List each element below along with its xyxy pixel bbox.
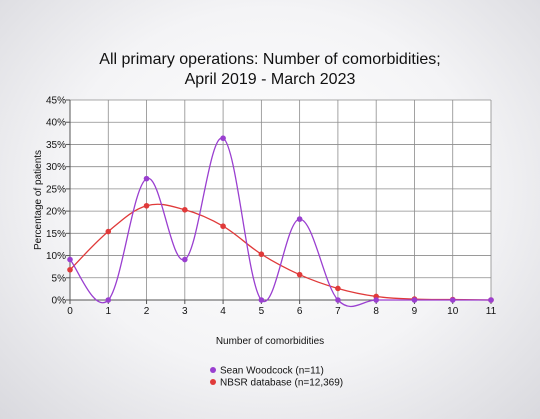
x-tick-label: 8 <box>373 306 379 317</box>
y-tick-label: 35% <box>46 140 66 151</box>
y-tick-label: 30% <box>46 162 66 173</box>
legend: Sean Woodcock (n=11)NBSR database (n=12,… <box>210 366 343 389</box>
y-tick-label: 15% <box>46 229 66 240</box>
x-tick-label: 3 <box>182 306 188 317</box>
x-tick-label: 5 <box>259 306 265 317</box>
y-tick-label: 10% <box>46 251 66 262</box>
series-line-1 <box>69 137 491 308</box>
data-point <box>67 266 73 273</box>
data-point <box>373 297 379 303</box>
data-point <box>105 297 112 303</box>
data-point <box>143 175 150 182</box>
data-point <box>182 206 188 213</box>
title-line-1: All primary operations: Number of comorb… <box>99 51 440 68</box>
data-point <box>296 271 303 278</box>
data-point <box>411 297 418 303</box>
legend-marker-2 <box>210 379 216 385</box>
data-point <box>143 202 150 209</box>
data-point <box>335 297 341 303</box>
x-tick-label: 6 <box>297 306 303 317</box>
x-tick-label: 9 <box>412 306 418 317</box>
y-tick-labels: 0% 5% 10% 15% 20% 25% 30% 35% 40% 45% <box>46 96 70 307</box>
x-tick-label: 10 <box>447 306 459 317</box>
x-tick-labels: 0 1 2 3 4 5 6 7 8 9 10 11 <box>67 300 497 317</box>
y-tick-label: 20% <box>46 207 66 218</box>
data-point <box>296 216 303 222</box>
data-point <box>258 297 265 303</box>
x-tick-label: 7 <box>335 306 341 317</box>
data-point <box>67 256 73 263</box>
plot-area <box>70 100 491 300</box>
data-point <box>182 256 188 263</box>
data-point <box>488 297 494 303</box>
data-point <box>105 228 112 235</box>
x-tick-label: 2 <box>144 306 150 317</box>
y-axis-label: Percentage of patients <box>33 150 44 250</box>
chart-title: All primary operations: Number of comorb… <box>99 51 440 88</box>
series-lines <box>67 135 494 308</box>
legend-entry-1: Sean Woodcock (n=11) <box>220 366 324 377</box>
data-point <box>335 285 341 292</box>
legend-entry-2: NBSR database (n=12,369) <box>220 378 343 389</box>
data-point <box>220 135 226 142</box>
x-axis-label: Number of comorbidities <box>216 336 324 347</box>
data-point <box>449 297 456 303</box>
y-tick-label: 5% <box>52 273 67 284</box>
x-tick-label: 11 <box>486 306 497 317</box>
y-tick-label: 40% <box>46 118 66 129</box>
y-tick-label: 45% <box>46 96 66 107</box>
y-tick-label: 25% <box>46 184 66 195</box>
x-tick-label: 1 <box>105 306 111 317</box>
x-tick-label: 0 <box>67 306 73 317</box>
title-line-2: April 2019 - March 2023 <box>185 71 356 88</box>
data-point <box>258 251 265 258</box>
data-point <box>220 223 226 230</box>
plot-background <box>70 100 491 300</box>
gridlines <box>70 99 492 300</box>
x-tick-label: 4 <box>220 306 226 317</box>
y-tick-label: 0% <box>52 296 67 307</box>
legend-marker-1 <box>210 367 216 373</box>
